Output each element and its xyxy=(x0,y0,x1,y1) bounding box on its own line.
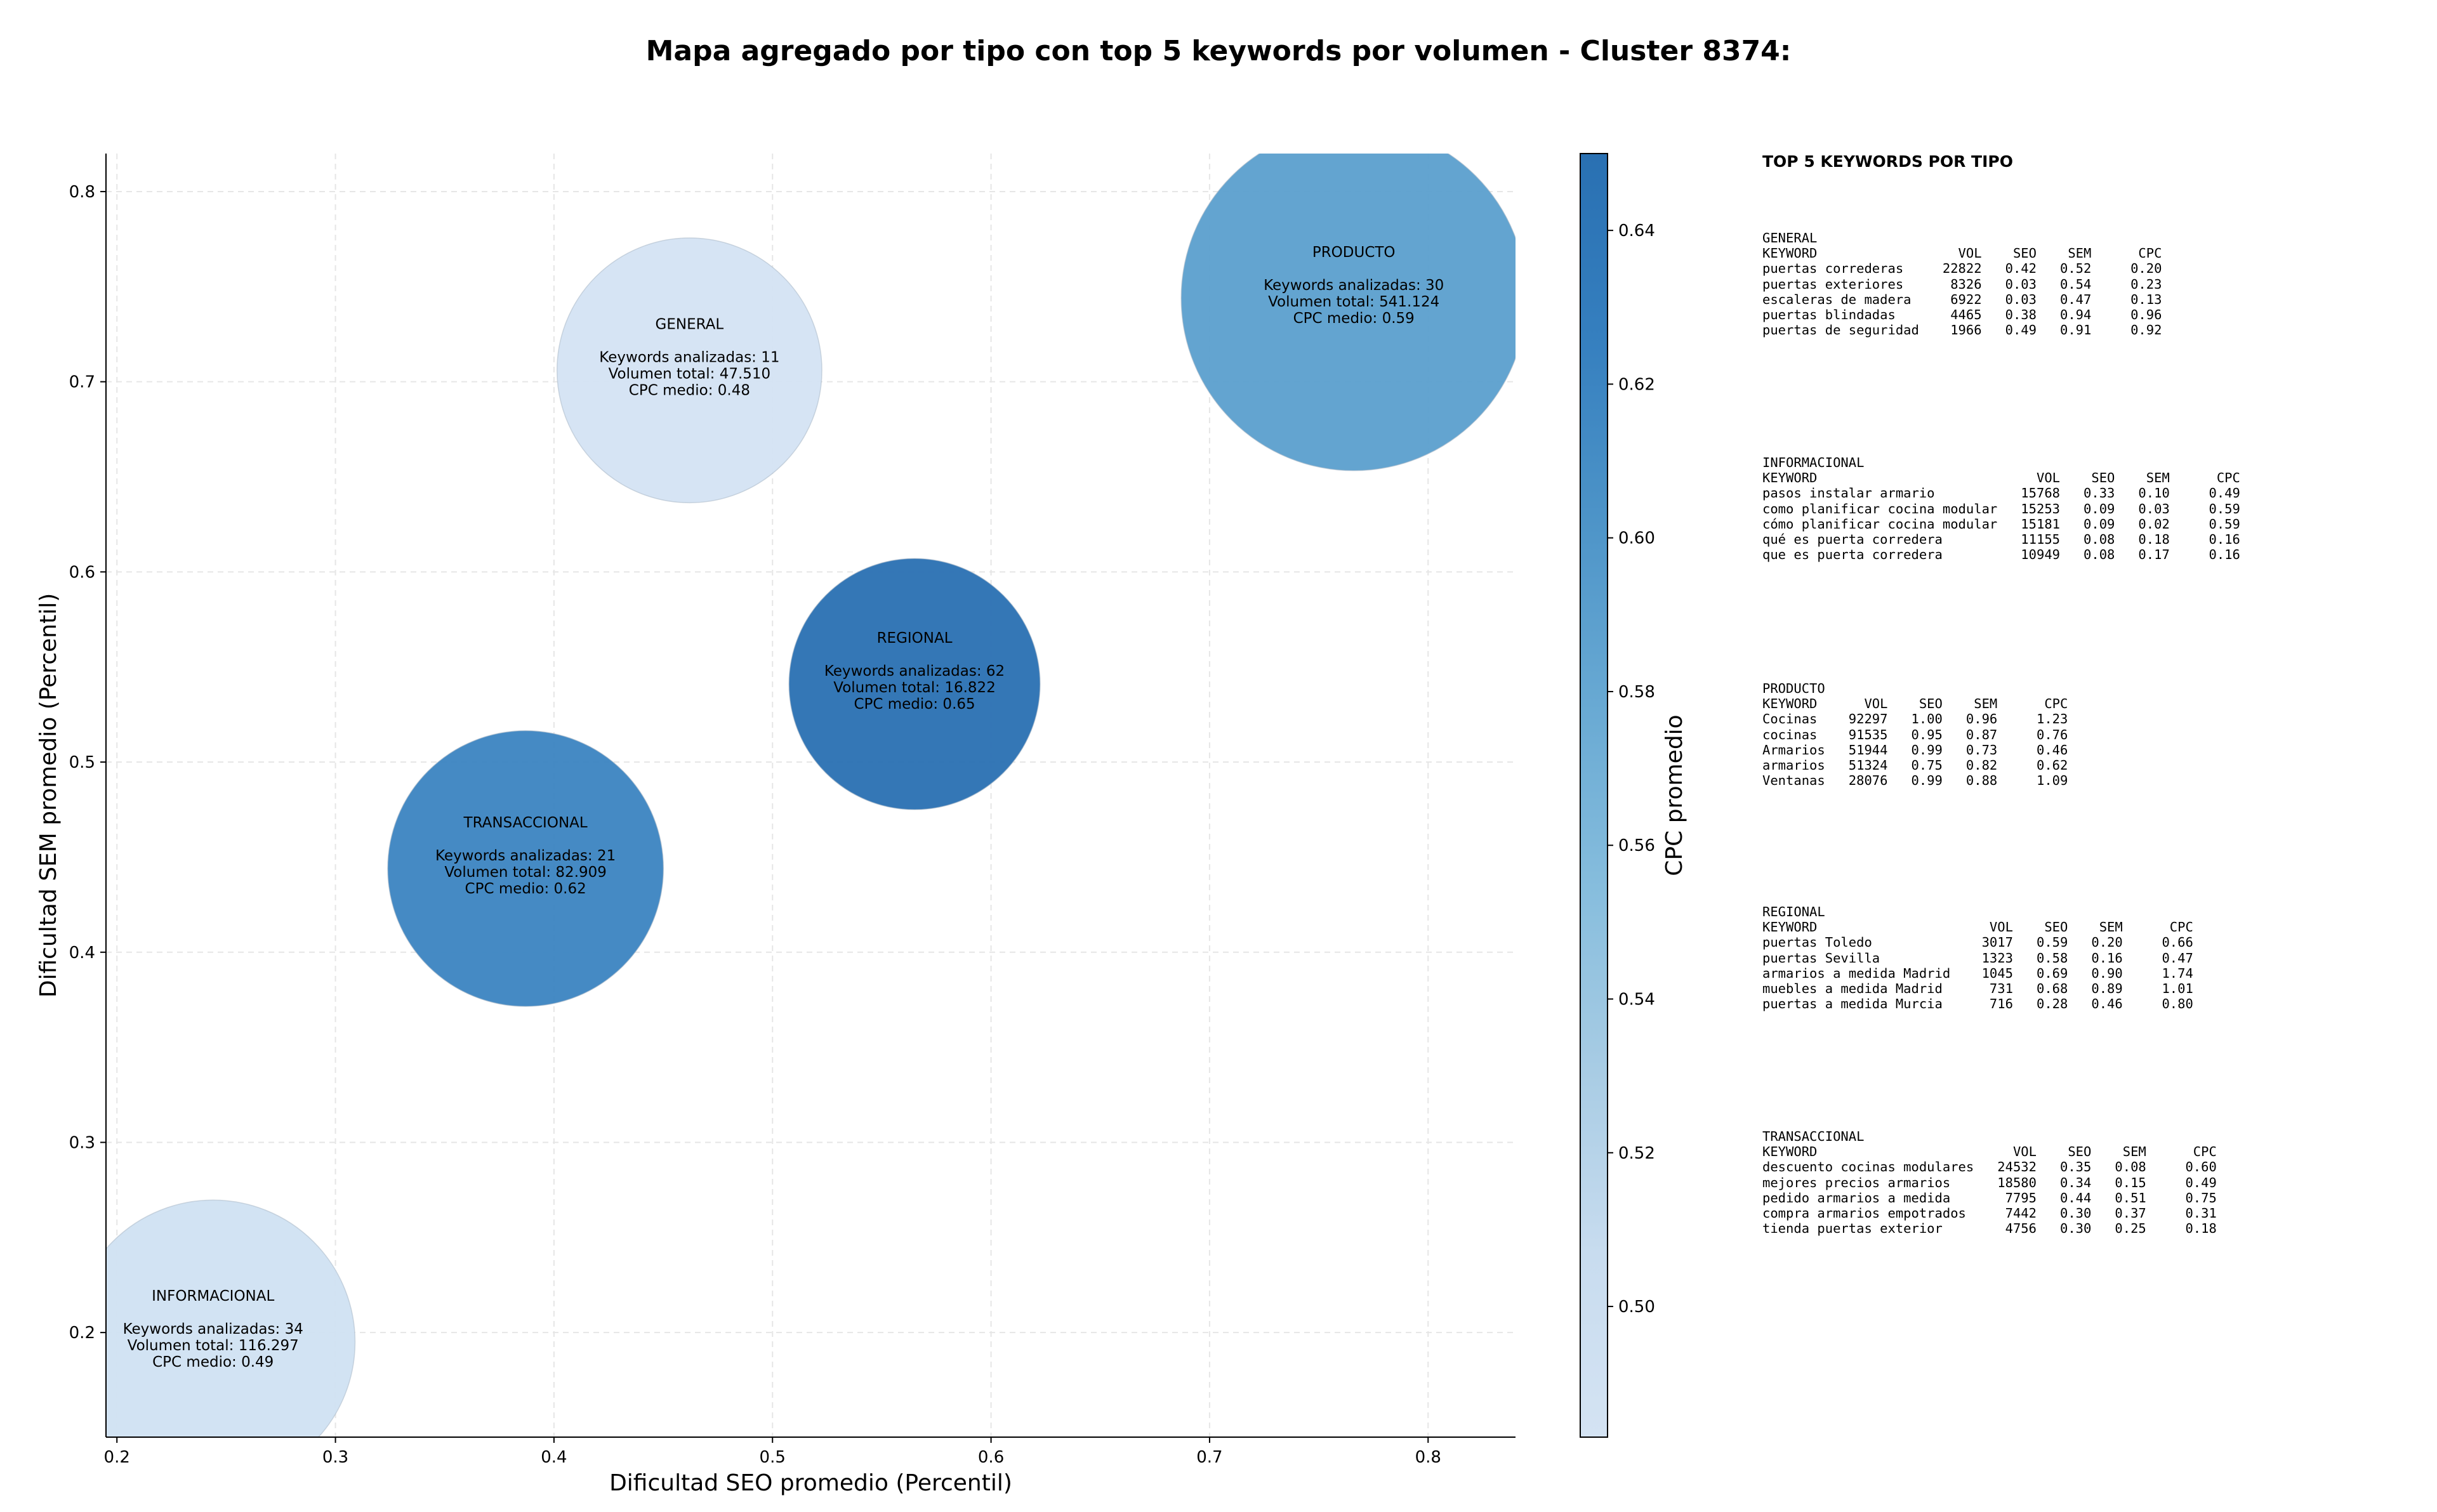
keyword-table-row: escaleras de madera 6922 0.03 0.47 0.13 xyxy=(1762,291,2162,307)
keyword-table-row: pedido armarios a medida 7795 0.44 0.51 … xyxy=(1762,1190,2217,1206)
y-tick-label: 0.5 xyxy=(69,753,95,772)
colorbar-tick-label: 0.54 xyxy=(1618,990,1655,1009)
bubble-volume-producto: Volumen total: 541.124 xyxy=(1268,294,1439,310)
keyword-table-regional: REGIONAL KEYWORD VOL SEO SEM CPC puertas T… xyxy=(1762,904,2193,1011)
x-tick-label: 0.7 xyxy=(1196,1448,1222,1467)
keyword-table-row: puertas Sevilla 1323 0.58 0.16 0.47 xyxy=(1762,950,2193,966)
bubble-keywords-transaccional: Keywords analizadas: 21 xyxy=(435,848,616,864)
colorbar-tick-label: 0.52 xyxy=(1618,1144,1655,1163)
keyword-table-heading: TRANSACCIONAL xyxy=(1762,1129,1865,1144)
keyword-table-row: puertas correderas 22822 0.42 0.52 0.20 xyxy=(1762,261,2162,277)
bubble-producto xyxy=(1180,154,1516,471)
colorbar: 0.50 0.52 0.54 0.56 0.58 0.60 0.62 0.64 CPC prom… xyxy=(1580,153,1687,1438)
y-tick-label: 0.7 xyxy=(69,373,95,392)
bubble-volume-regional: Volumen total: 16.822 xyxy=(833,680,996,696)
keyword-table-heading: GENERAL xyxy=(1762,230,1818,246)
y-tick-label: 0.8 xyxy=(69,183,95,202)
bubble-cpc-general: CPC medio: 0.48 xyxy=(629,383,750,399)
bubble-volume-informacional: Volumen total: 116.297 xyxy=(128,1338,299,1354)
bubble-layer xyxy=(106,154,1516,1437)
bubble-volume-general: Volumen total: 47.510 xyxy=(609,366,771,383)
bubble-keywords-general: Keywords analizadas: 11 xyxy=(599,350,779,366)
keyword-table-row: mejores precios armarios 18580 0.34 0.15… xyxy=(1762,1174,2217,1190)
keyword-table-header-row: KEYWORD VOL SEO SEM CPC xyxy=(1762,696,2068,712)
keyword-table-row: tienda puertas exterior 4756 0.30 0.25 0… xyxy=(1762,1221,2217,1237)
keyword-table-row: puertas de seguridad 1966 0.49 0.91 0.92 xyxy=(1762,322,2162,338)
keyword-table-row: cocinas 91535 0.95 0.87 0.76 xyxy=(1762,726,2068,742)
colorbar-tick-label: 0.58 xyxy=(1618,683,1655,702)
x-tick-label: 0.8 xyxy=(1415,1448,1441,1467)
keyword-table-header-row: KEYWORD VOL SEO SEM CPC xyxy=(1762,246,2162,261)
bubble-general xyxy=(556,237,822,504)
y-tick-label: 0.6 xyxy=(69,563,95,582)
keyword-table-row: muebles a medida Madrid 731 0.68 0.89 1.… xyxy=(1762,980,2193,996)
bubble-transaccional xyxy=(387,730,664,1007)
keyword-table-row: cómo planificar cocina modular 15181 0.0… xyxy=(1762,516,2240,532)
keyword-table-transaccional: TRANSACCIONAL KEYWORD VOL SEO SEM CPC desc… xyxy=(1762,1129,2217,1236)
keyword-table-row: como planificar cocina modular 15253 0.0… xyxy=(1762,501,2240,516)
keyword-table-row: puertas a medida Murcia 716 0.28 0.46 0.… xyxy=(1762,996,2193,1012)
keyword-table-heading: PRODUCTO xyxy=(1762,681,1825,696)
colorbar-tick-label: 0.62 xyxy=(1618,375,1655,394)
keyword-table-row: descuento cocinas modulares 24532 0.35 0… xyxy=(1762,1159,2217,1175)
bubble-cpc-regional: CPC medio: 0.65 xyxy=(854,696,975,713)
bubble-volume-transaccional: Volumen total: 82.909 xyxy=(444,864,607,881)
keyword-table-informacional: INFORMACIONAL KEYWORD VOL SEO SEM CPC paso… xyxy=(1762,455,2240,562)
x-tick-label: 0.4 xyxy=(541,1448,567,1467)
bubble-cpc-informacional: CPC medio: 0.49 xyxy=(152,1354,274,1371)
bubble-label-producto: PRODUCTO xyxy=(1312,244,1396,261)
bubble-cpc-producto: CPC medio: 0.59 xyxy=(1293,310,1415,327)
keyword-table-row: que es puerta corredera 10949 0.08 0.17 … xyxy=(1762,547,2240,563)
colorbar-scale xyxy=(1580,153,1608,1438)
y-tick-label: 0.3 xyxy=(69,1133,95,1152)
x-tick-label: 0.5 xyxy=(760,1448,786,1467)
colorbar-label: CPC promedio xyxy=(1661,714,1687,876)
keyword-table-row: armarios a medida Madrid 1045 0.69 0.90 … xyxy=(1762,965,2193,981)
x-tick-label: 0.2 xyxy=(104,1448,130,1467)
keyword-table-row: armarios 51324 0.75 0.82 0.62 xyxy=(1762,757,2068,773)
keyword-table-row: pasos instalar armario 15768 0.33 0.10 0… xyxy=(1762,485,2240,501)
bubble-label-regional: REGIONAL xyxy=(877,630,953,647)
y-tick-label: 0.4 xyxy=(69,943,95,963)
bubble-regional xyxy=(788,558,1041,810)
bubble-label-transaccional: TRANSACCIONAL xyxy=(463,815,588,831)
keyword-table-row: qué es puerta corredera 11155 0.08 0.18 … xyxy=(1762,531,2240,547)
keyword-table-row: Ventanas 28076 0.99 0.88 1.09 xyxy=(1762,773,2068,789)
bubble-keywords-producto: Keywords analizadas: 30 xyxy=(1264,277,1444,294)
colorbar-tick-label: 0.64 xyxy=(1618,221,1655,240)
keyword-table-heading: INFORMACIONAL xyxy=(1762,455,1865,470)
x-tick-label: 0.3 xyxy=(322,1448,348,1467)
keyword-table-producto: PRODUCTO KEYWORD VOL SEO SEM CPC Cocinas 9… xyxy=(1762,681,2068,788)
bubble-cpc-transaccional: CPC medio: 0.62 xyxy=(465,881,586,897)
y-axis-label: Dificultad SEM promedio (Percentil) xyxy=(36,593,62,998)
bubble-label-general: GENERAL xyxy=(656,317,724,333)
keyword-table-row: puertas Toledo 3017 0.59 0.20 0.66 xyxy=(1762,935,2193,950)
bubble-informacional xyxy=(106,1199,356,1437)
bubble-keywords-regional: Keywords analizadas: 62 xyxy=(824,663,1005,680)
y-tick-label: 0.2 xyxy=(69,1324,95,1343)
colorbar-tick-label: 0.60 xyxy=(1618,529,1655,548)
keyword-table-row: puertas blindadas 4465 0.38 0.94 0.96 xyxy=(1762,306,2162,322)
chart-title: Mapa agregado por tipo con top 5 keyword… xyxy=(645,35,1792,67)
axes: 0.2 0.3 0.4 0.5 0.6 0.7 0.8 0.2 0.3 0.4 0.5 0.6 0.7 0… xyxy=(36,154,1516,1496)
x-tick-label: 0.6 xyxy=(978,1448,1004,1467)
bubble-label-informacional: INFORMACIONAL xyxy=(152,1288,274,1305)
keyword-table-header-row: KEYWORD VOL SEO SEM CPC xyxy=(1762,1144,2217,1160)
keyword-table-row: Cocinas 92297 1.00 0.96 1.23 xyxy=(1762,711,2068,727)
colorbar-tick-label: 0.50 xyxy=(1618,1298,1655,1317)
keyword-table-row: puertas exteriores 8326 0.03 0.54 0.23 xyxy=(1762,276,2162,292)
bubble-keywords-informacional: Keywords analizadas: 34 xyxy=(123,1321,303,1338)
keyword-table-header-row: KEYWORD VOL SEO SEM CPC xyxy=(1762,470,2240,486)
keyword-table-heading: REGIONAL xyxy=(1762,904,1825,919)
keyword-table-general: GENERAL KEYWORD VOL SEO SEM CPC puertas co… xyxy=(1762,230,2162,338)
x-axis-label: Dificultad SEO promedio (Percentil) xyxy=(609,1470,1012,1496)
keyword-table-row: compra armarios empotrados 7442 0.30 0.3… xyxy=(1762,1205,2217,1221)
keyword-table-header-row: KEYWORD VOL SEO SEM CPC xyxy=(1762,919,2193,935)
keyword-table-row: Armarios 51944 0.99 0.73 0.46 xyxy=(1762,742,2068,758)
keyword-tables-title: TOP 5 KEYWORDS POR TIPO xyxy=(1762,152,2013,171)
colorbar-tick-label: 0.56 xyxy=(1618,836,1655,855)
